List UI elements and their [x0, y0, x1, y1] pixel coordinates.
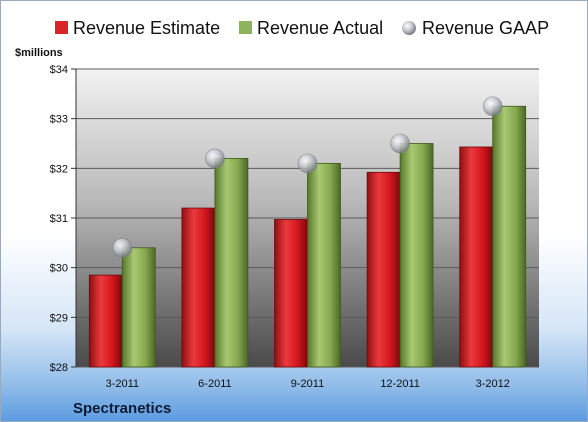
- legend-item-actual: Revenue Actual: [239, 18, 383, 38]
- bar-revenue-estimate: [274, 219, 308, 368]
- bars: [88, 105, 527, 368]
- legend-label-gaap: Revenue GAAP: [422, 18, 549, 38]
- y-axis-unit-label: $millions: [15, 47, 63, 59]
- y-tick-label: $30: [50, 263, 68, 275]
- y-tick-label: $31: [50, 213, 68, 225]
- x-axis: 3-2011 6-2011 9-2011 12-2011 3-2012: [106, 378, 510, 390]
- y-tick-label: $28: [50, 362, 68, 374]
- marker-revenue-gaap: [112, 238, 133, 258]
- legend-swatch-estimate: [55, 21, 68, 34]
- bar-revenue-estimate: [181, 207, 216, 368]
- y-tick-label: $32: [50, 163, 68, 175]
- marker-revenue-gaap: [205, 148, 225, 169]
- legend-label-actual: Revenue Actual: [257, 18, 383, 38]
- bar-revenue-actual: [121, 247, 156, 368]
- y-tick-label: $34: [50, 64, 68, 76]
- y-axis: $28 $29 $30 $31 $32 $33 $34: [50, 64, 77, 374]
- marker-revenue-gaap: [297, 153, 318, 174]
- y-tick-label: $33: [50, 114, 68, 126]
- bar-revenue-actual: [492, 105, 527, 368]
- legend-swatch-actual: [239, 21, 252, 34]
- company-name: Spectranetics: [73, 400, 171, 417]
- y-tick-label: $29: [50, 312, 68, 324]
- x-tick-label: 6-2011: [198, 378, 231, 390]
- legend-label-estimate: Revenue Estimate: [73, 18, 220, 38]
- legend-item-gaap: Revenue GAAP: [402, 18, 549, 38]
- legend-swatch-gaap: [402, 21, 416, 35]
- gaap-markers: [112, 96, 503, 258]
- bar-revenue-actual: [307, 162, 341, 368]
- bar-revenue-estimate: [366, 171, 401, 368]
- x-tick-label: 12-2011: [380, 378, 420, 390]
- marker-revenue-gaap: [482, 96, 503, 117]
- legend-item-estimate: Revenue Estimate: [55, 18, 220, 38]
- marker-revenue-gaap: [390, 133, 410, 154]
- x-tick-label: 3-2011: [106, 378, 139, 390]
- x-tick-label: 3-2012: [476, 378, 510, 390]
- bar-revenue-estimate: [459, 146, 494, 368]
- x-tick-label: 9-2011: [291, 378, 324, 390]
- bar-revenue-actual: [214, 157, 249, 368]
- bar-revenue-actual: [399, 143, 434, 368]
- legend: Revenue Estimate Revenue Actual Revenue …: [55, 18, 549, 38]
- bar-revenue-estimate: [88, 274, 123, 368]
